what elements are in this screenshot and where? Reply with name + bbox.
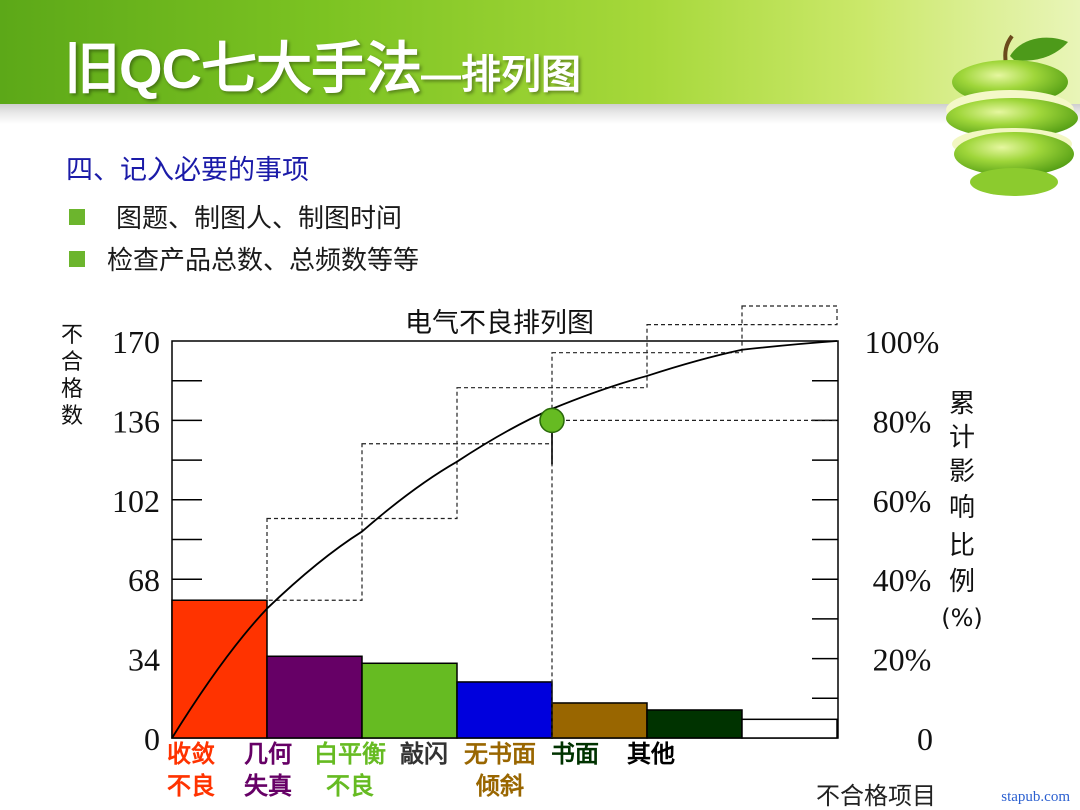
x-tick-label: 收敛 <box>167 740 215 768</box>
y-axis-label-char: 格 <box>61 377 83 402</box>
section-heading: 四、记入必要的事项 <box>66 155 309 186</box>
watermark: stapub.com <box>1001 789 1070 805</box>
cumulative-step <box>741 305 838 326</box>
y2-tick-label: 60% <box>873 483 932 519</box>
y-tick-label: 102 <box>112 483 160 519</box>
y-axis-label-char: 不 <box>61 323 83 348</box>
y2-axis-label-char: 响 <box>949 493 975 523</box>
y-axis-label-char: 合 <box>61 350 83 375</box>
green-apple-icon <box>946 34 1078 196</box>
x-axis-label: 不合格项目 <box>816 782 936 810</box>
cumulative-curve <box>171 340 838 739</box>
x-tick-label: 不良 <box>326 772 374 800</box>
y2-tick-label: 80% <box>873 403 932 439</box>
slide-title-sub: —排列图 <box>421 53 581 97</box>
slide-title: 旧QC七大手法—排列图 <box>64 24 581 100</box>
y2-axis-label-char: 计 <box>949 423 975 453</box>
y2-axis-label-char: (%) <box>941 604 983 632</box>
y-axis-label-char: 数 <box>61 404 83 429</box>
y-tick-label: 170 <box>112 324 160 360</box>
chart-title: 电气不良排列图 <box>405 308 594 339</box>
x-tick-label: 失真 <box>244 772 292 800</box>
highlight-point <box>539 407 565 434</box>
bar <box>361 662 458 739</box>
x-tick-label: 白平衡 <box>314 740 386 768</box>
bullet-text: 图题、制图人、制图时间 <box>116 204 403 234</box>
cumulative-step <box>456 387 553 445</box>
bar <box>741 718 838 739</box>
x-tick-label: 几何 <box>244 740 292 768</box>
slide-title-main: 旧QC七大手法 <box>64 37 422 100</box>
cumulative-step <box>266 517 363 601</box>
header-shadow <box>0 104 1080 124</box>
y2-tick-label: 20% <box>873 642 932 678</box>
bar <box>456 681 553 739</box>
cumulative-step <box>551 352 648 389</box>
bar <box>266 655 363 739</box>
y2-tick-label: 40% <box>873 562 932 598</box>
x-tick-label: 不良 <box>167 772 215 800</box>
cumulative-step <box>646 324 743 354</box>
header-band <box>0 0 1080 104</box>
y2-axis-label-char: 累 <box>949 389 975 419</box>
x-tick-label: 倾斜 <box>475 772 524 800</box>
y2-tick-label: 0 <box>917 721 933 757</box>
y-tick-label: 68 <box>128 562 160 598</box>
x-tick-label: 敲闪 <box>400 740 448 768</box>
square-bullet-icon <box>69 209 85 225</box>
x-tick-label: 其他 <box>627 740 675 768</box>
bar <box>171 599 268 739</box>
y-tick-label: 34 <box>128 642 160 678</box>
y-tick-label: 0 <box>144 721 160 757</box>
x-tick-label: 无书面 <box>464 740 536 768</box>
bar <box>646 709 743 739</box>
y2-tick-label: 100% <box>865 324 940 360</box>
y2-axis-label-char: 比 <box>949 531 975 561</box>
x-tick-label: 书面 <box>551 740 599 768</box>
y2-axis-label-char: 影 <box>949 457 975 487</box>
square-bullet-icon <box>69 251 85 267</box>
bullet-text: 检查产品总数、总频数等等 <box>107 246 420 276</box>
y2-axis-label-char: 例 <box>949 567 975 597</box>
cumulative-step <box>361 443 458 520</box>
y-tick-label: 136 <box>112 403 160 439</box>
bar <box>551 702 648 739</box>
